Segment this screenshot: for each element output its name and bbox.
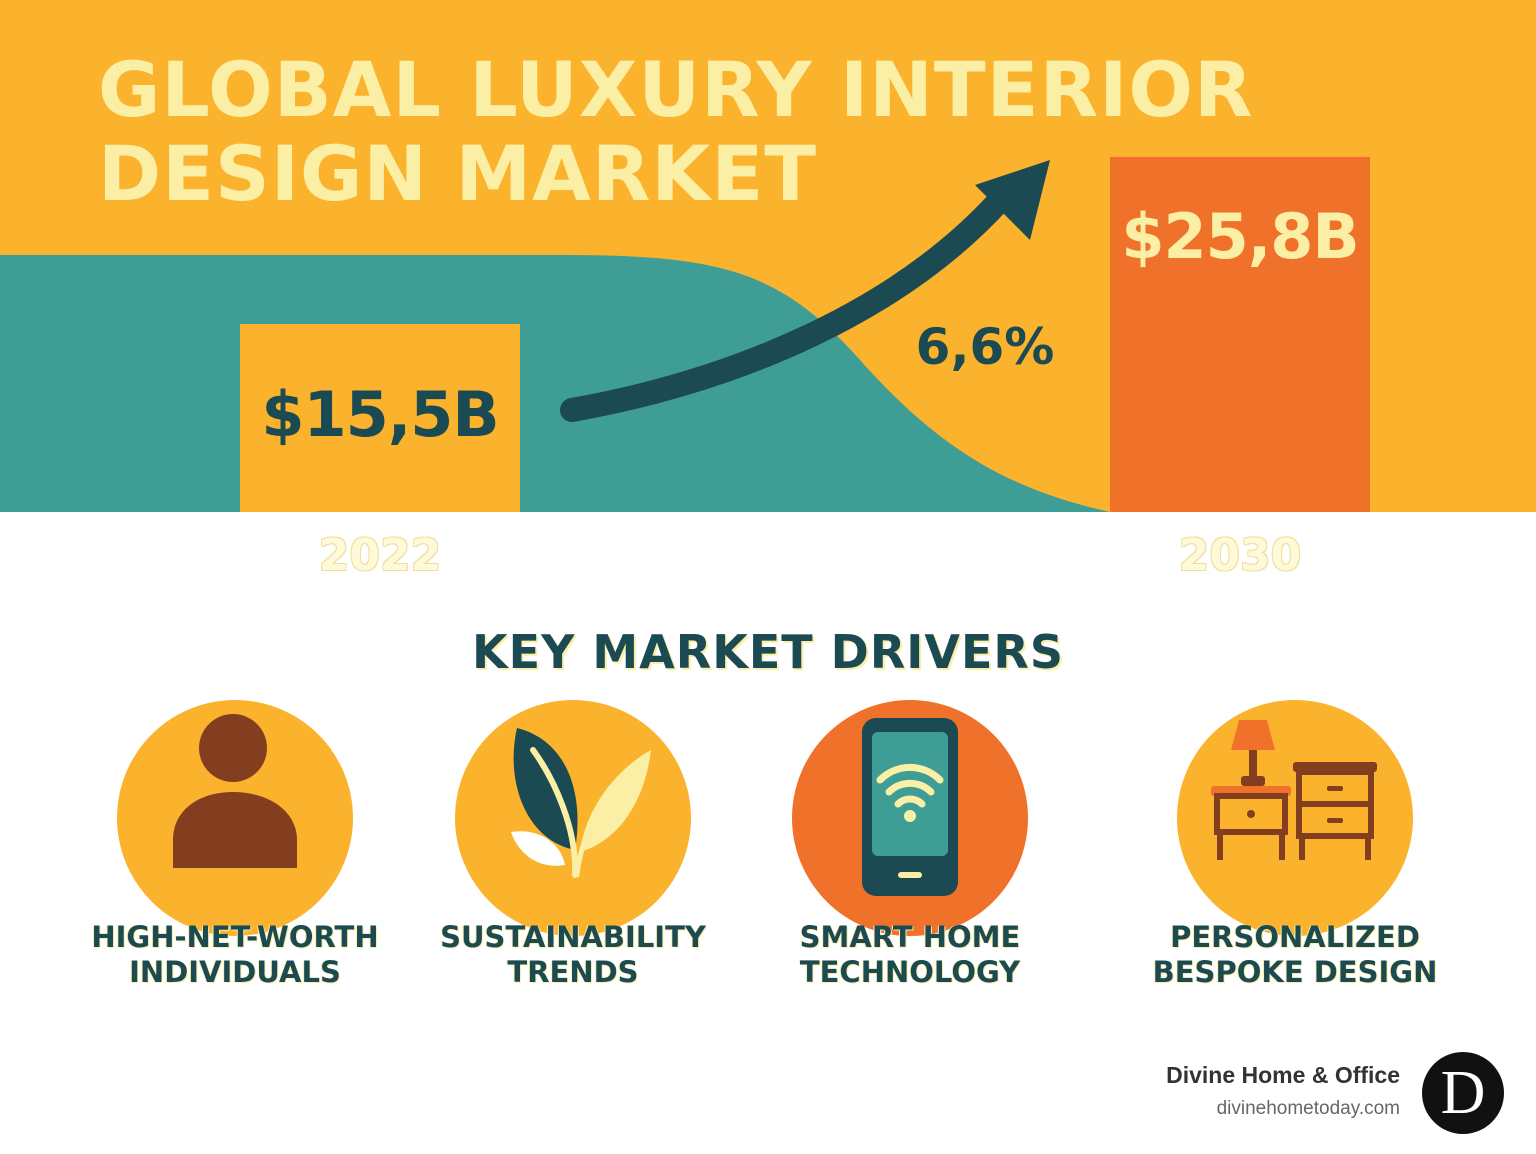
growth-arrow-head bbox=[975, 160, 1050, 240]
drivers-heading: KEY MARKET DRIVERS bbox=[472, 625, 1064, 679]
driver-label: SMART HOME TECHNOLOGY bbox=[799, 920, 1021, 989]
page-title: GLOBAL LUXURY INTERIOR DESIGN MARKET bbox=[98, 45, 1254, 218]
driver-label: HIGH-NET-WORTH INDIVIDUALS bbox=[91, 920, 379, 989]
person-icon bbox=[117, 700, 353, 936]
driver-label: PERSONALIZED BESPOKE DESIGN bbox=[1152, 920, 1438, 989]
growth-arrow-shaft bbox=[560, 188, 1012, 422]
market-growth-banner: GLOBAL LUXURY INTERIOR DESIGN MARKET $15… bbox=[0, 0, 1536, 512]
brand-logo: D bbox=[1422, 1052, 1504, 1134]
banner-graphic bbox=[0, 0, 1536, 512]
brand-name: Divine Home & Office bbox=[1166, 1062, 1400, 1088]
growth-rate: 6,6% bbox=[915, 318, 1055, 376]
furniture-icon bbox=[1177, 700, 1413, 936]
value-2022: $15,5B bbox=[261, 378, 499, 451]
year-label-2022: 2022 bbox=[318, 530, 442, 581]
leaf-icon bbox=[455, 700, 691, 936]
value-2030: $25,8B bbox=[1121, 200, 1359, 273]
year-label-2030: 2030 bbox=[1178, 530, 1302, 581]
bar-2030 bbox=[1110, 157, 1370, 512]
brand-url[interactable]: divinehometoday.com bbox=[1216, 1098, 1400, 1119]
smartphone-wifi-icon bbox=[792, 700, 1028, 936]
driver-label: SUSTAINABILITY TRENDS bbox=[440, 920, 706, 989]
bar-2022 bbox=[240, 324, 520, 512]
